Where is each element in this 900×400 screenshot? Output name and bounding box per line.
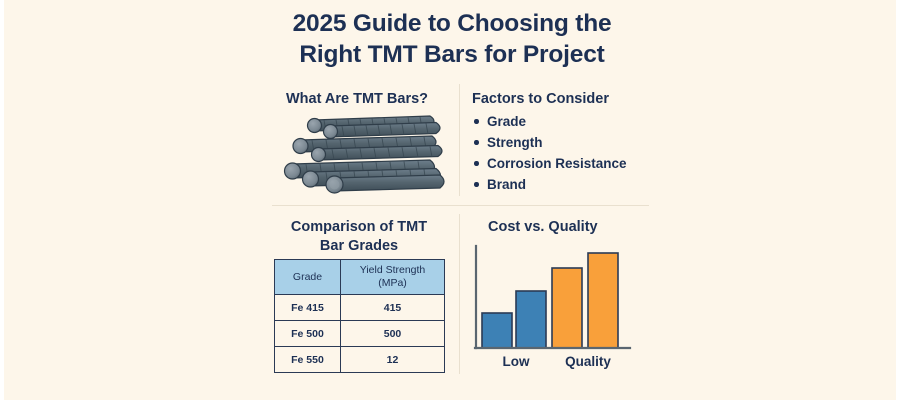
column-header-yield-line-1: Yield Strength — [359, 264, 426, 277]
chart-bar — [481, 312, 513, 349]
section-heading-factors-to-consider: Factors to Consider — [472, 91, 609, 107]
comparison-heading-line-1: Comparison of TMT — [290, 219, 428, 235]
cell-grade: Fe 500 — [274, 320, 341, 347]
section-heading-what-are-tmt-bars: What Are TMT Bars? — [285, 91, 429, 107]
comparison-heading-line-2: Bar Grades — [319, 237, 399, 254]
tmt-bars-stack-illustration — [283, 115, 445, 194]
list-item: Brand — [472, 174, 627, 195]
bullet-icon — [474, 161, 479, 166]
section-heading-cost-vs-quality: Cost vs. Quality — [488, 219, 598, 235]
horizontal-divider — [272, 205, 649, 206]
list-item: Strength — [472, 132, 627, 153]
column-header-yield-strength: Yield Strength (MPa) — [340, 259, 445, 295]
chart-bar — [551, 267, 583, 349]
cell-grade: Fe 550 — [274, 346, 341, 373]
chart-bar — [515, 290, 547, 349]
table-row: Fe 415 415 — [274, 294, 445, 321]
list-item: Corrosion Resistance — [472, 153, 627, 174]
list-item-label: Brand — [487, 177, 527, 192]
infographic-canvas: 2025 Guide to Choosing the Right TMT Bar… — [4, 0, 896, 400]
chart-tick-label: Quality — [565, 354, 611, 369]
grade-comparison-table: Grade Yield Strength (MPa) Fe 415 415 Fe… — [274, 259, 445, 373]
table-row: Fe 550 12 — [274, 346, 445, 373]
cost-vs-quality-bar-chart: Low Quality — [473, 244, 632, 369]
page-title-line-2: Right TMT Bars for Project — [299, 41, 605, 69]
column-header-yield-line-2: (MPa) — [378, 277, 407, 289]
chart-tick-label: Low — [503, 354, 530, 369]
section-heading-comparison: Comparison of TMT Bar Grades — [266, 218, 452, 256]
chart-bar — [587, 252, 619, 349]
chart-tick-labels: Low Quality — [503, 354, 612, 369]
table-header-row: Grade Yield Strength (MPa) — [274, 259, 445, 295]
list-item-label: Grade — [487, 114, 527, 129]
vertical-divider-bottom — [459, 214, 460, 374]
table-row: Fe 500 500 — [274, 320, 445, 347]
chart-bars-group — [481, 252, 619, 349]
page-title: 2025 Guide to Choosing the Right TMT Bar… — [250, 8, 654, 71]
bullet-icon — [474, 182, 479, 187]
list-item-label: Strength — [487, 135, 543, 150]
vertical-divider-top — [459, 84, 460, 196]
cell-yield: 500 — [340, 320, 445, 347]
list-item: Grade — [472, 111, 627, 132]
page-title-line-1: 2025 Guide to Choosing the — [292, 10, 612, 37]
column-header-grade: Grade — [274, 259, 341, 295]
list-item-label: Corrosion Resistance — [487, 156, 627, 171]
factors-list: Grade Strength Corrosion Resistance Bran… — [472, 111, 627, 195]
cell-yield: 12 — [340, 346, 445, 373]
bullet-icon — [474, 140, 479, 145]
cell-grade: Fe 415 — [274, 294, 341, 321]
bullet-icon — [474, 119, 479, 124]
cell-yield: 415 — [340, 294, 445, 321]
